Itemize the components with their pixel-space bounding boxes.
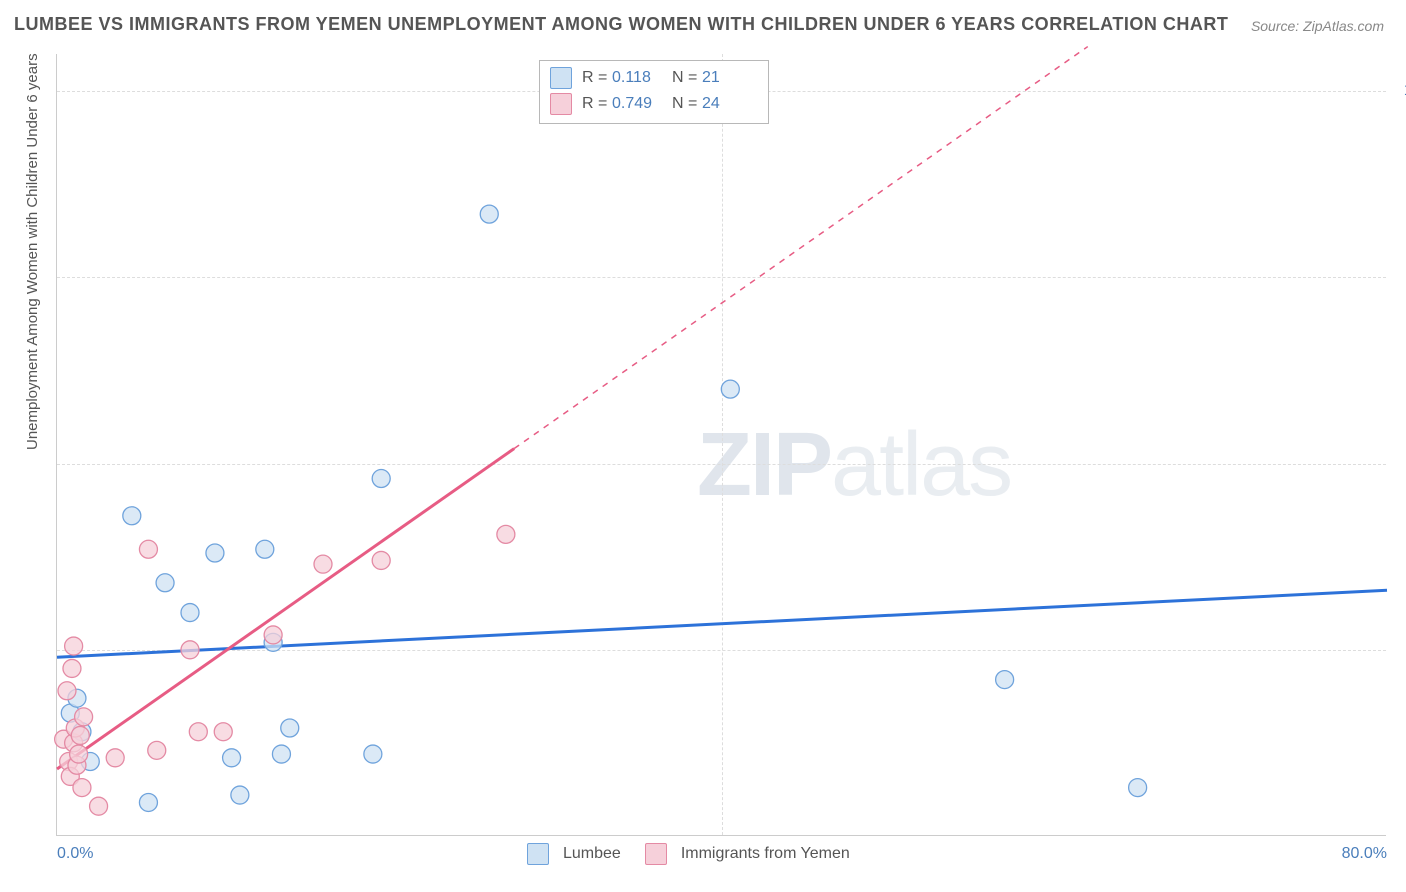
trendline-lumbee: [57, 590, 1387, 657]
r-value-yemen: 0.749: [612, 91, 668, 117]
data-point-yemen: [65, 637, 83, 655]
r-value-lumbee: 0.118: [612, 65, 668, 91]
correlation-legend: R = 0.118 N = 21 R = 0.749 N = 24: [539, 60, 769, 124]
y-tick-label: 50.0%: [1394, 455, 1406, 473]
data-point-lumbee: [231, 786, 249, 804]
y-axis-label: Unemployment Among Women with Children U…: [24, 53, 41, 450]
swatch-yemen: [645, 843, 667, 865]
n-label: N =: [672, 65, 698, 91]
n-value-yemen: 24: [702, 91, 758, 117]
data-point-yemen: [71, 726, 89, 744]
data-point-lumbee: [721, 380, 739, 398]
swatch-lumbee: [550, 67, 572, 89]
data-point-lumbee: [223, 749, 241, 767]
legend-item-yemen: Immigrants from Yemen: [645, 843, 850, 865]
x-tick-label: 80.0%: [1342, 845, 1387, 863]
data-point-yemen: [70, 745, 88, 763]
data-point-yemen: [139, 540, 157, 558]
data-point-lumbee: [372, 470, 390, 488]
data-point-yemen: [106, 749, 124, 767]
data-point-yemen: [314, 555, 332, 573]
data-point-lumbee: [364, 745, 382, 763]
data-point-lumbee: [156, 574, 174, 592]
data-point-lumbee: [281, 719, 299, 737]
data-point-yemen: [214, 723, 232, 741]
data-point-yemen: [63, 659, 81, 677]
data-point-yemen: [497, 525, 515, 543]
y-tick-label: 75.0%: [1394, 268, 1406, 286]
data-point-lumbee: [1129, 779, 1147, 797]
data-point-yemen: [90, 797, 108, 815]
data-point-lumbee: [206, 544, 224, 562]
data-point-lumbee: [272, 745, 290, 763]
y-tick-label: 25.0%: [1394, 641, 1406, 659]
legend-label-lumbee: Lumbee: [563, 845, 621, 863]
y-tick-label: 100.0%: [1394, 82, 1406, 100]
x-tick-label: 0.0%: [57, 845, 93, 863]
data-point-yemen: [189, 723, 207, 741]
data-point-yemen: [372, 551, 390, 569]
source-attribution: Source: ZipAtlas.com: [1251, 18, 1384, 34]
data-point-yemen: [148, 741, 166, 759]
legend-label-yemen: Immigrants from Yemen: [681, 845, 850, 863]
r-label: R =: [582, 65, 608, 91]
chart-title: LUMBEE VS IMMIGRANTS FROM YEMEN UNEMPLOY…: [14, 14, 1228, 35]
data-point-yemen: [58, 682, 76, 700]
data-point-lumbee: [256, 540, 274, 558]
n-value-lumbee: 21: [702, 65, 758, 91]
swatch-lumbee: [527, 843, 549, 865]
swatch-yemen: [550, 93, 572, 115]
data-point-lumbee: [996, 671, 1014, 689]
chart-svg: [57, 54, 1386, 835]
data-point-lumbee: [139, 793, 157, 811]
legend-row-lumbee: R = 0.118 N = 21: [550, 65, 758, 91]
data-point-lumbee: [480, 205, 498, 223]
plot-area: ZIPatlas R = 0.118 N = 21 R = 0.749 N = …: [56, 54, 1386, 836]
r-label: R =: [582, 91, 608, 117]
n-label: N =: [672, 91, 698, 117]
data-point-lumbee: [123, 507, 141, 525]
data-point-yemen: [75, 708, 93, 726]
data-point-lumbee: [181, 604, 199, 622]
data-point-yemen: [181, 641, 199, 659]
data-point-yemen: [264, 626, 282, 644]
legend-item-lumbee: Lumbee: [527, 843, 621, 865]
series-legend: Lumbee Immigrants from Yemen: [527, 843, 850, 865]
data-point-yemen: [73, 779, 91, 797]
legend-row-yemen: R = 0.749 N = 24: [550, 91, 758, 117]
